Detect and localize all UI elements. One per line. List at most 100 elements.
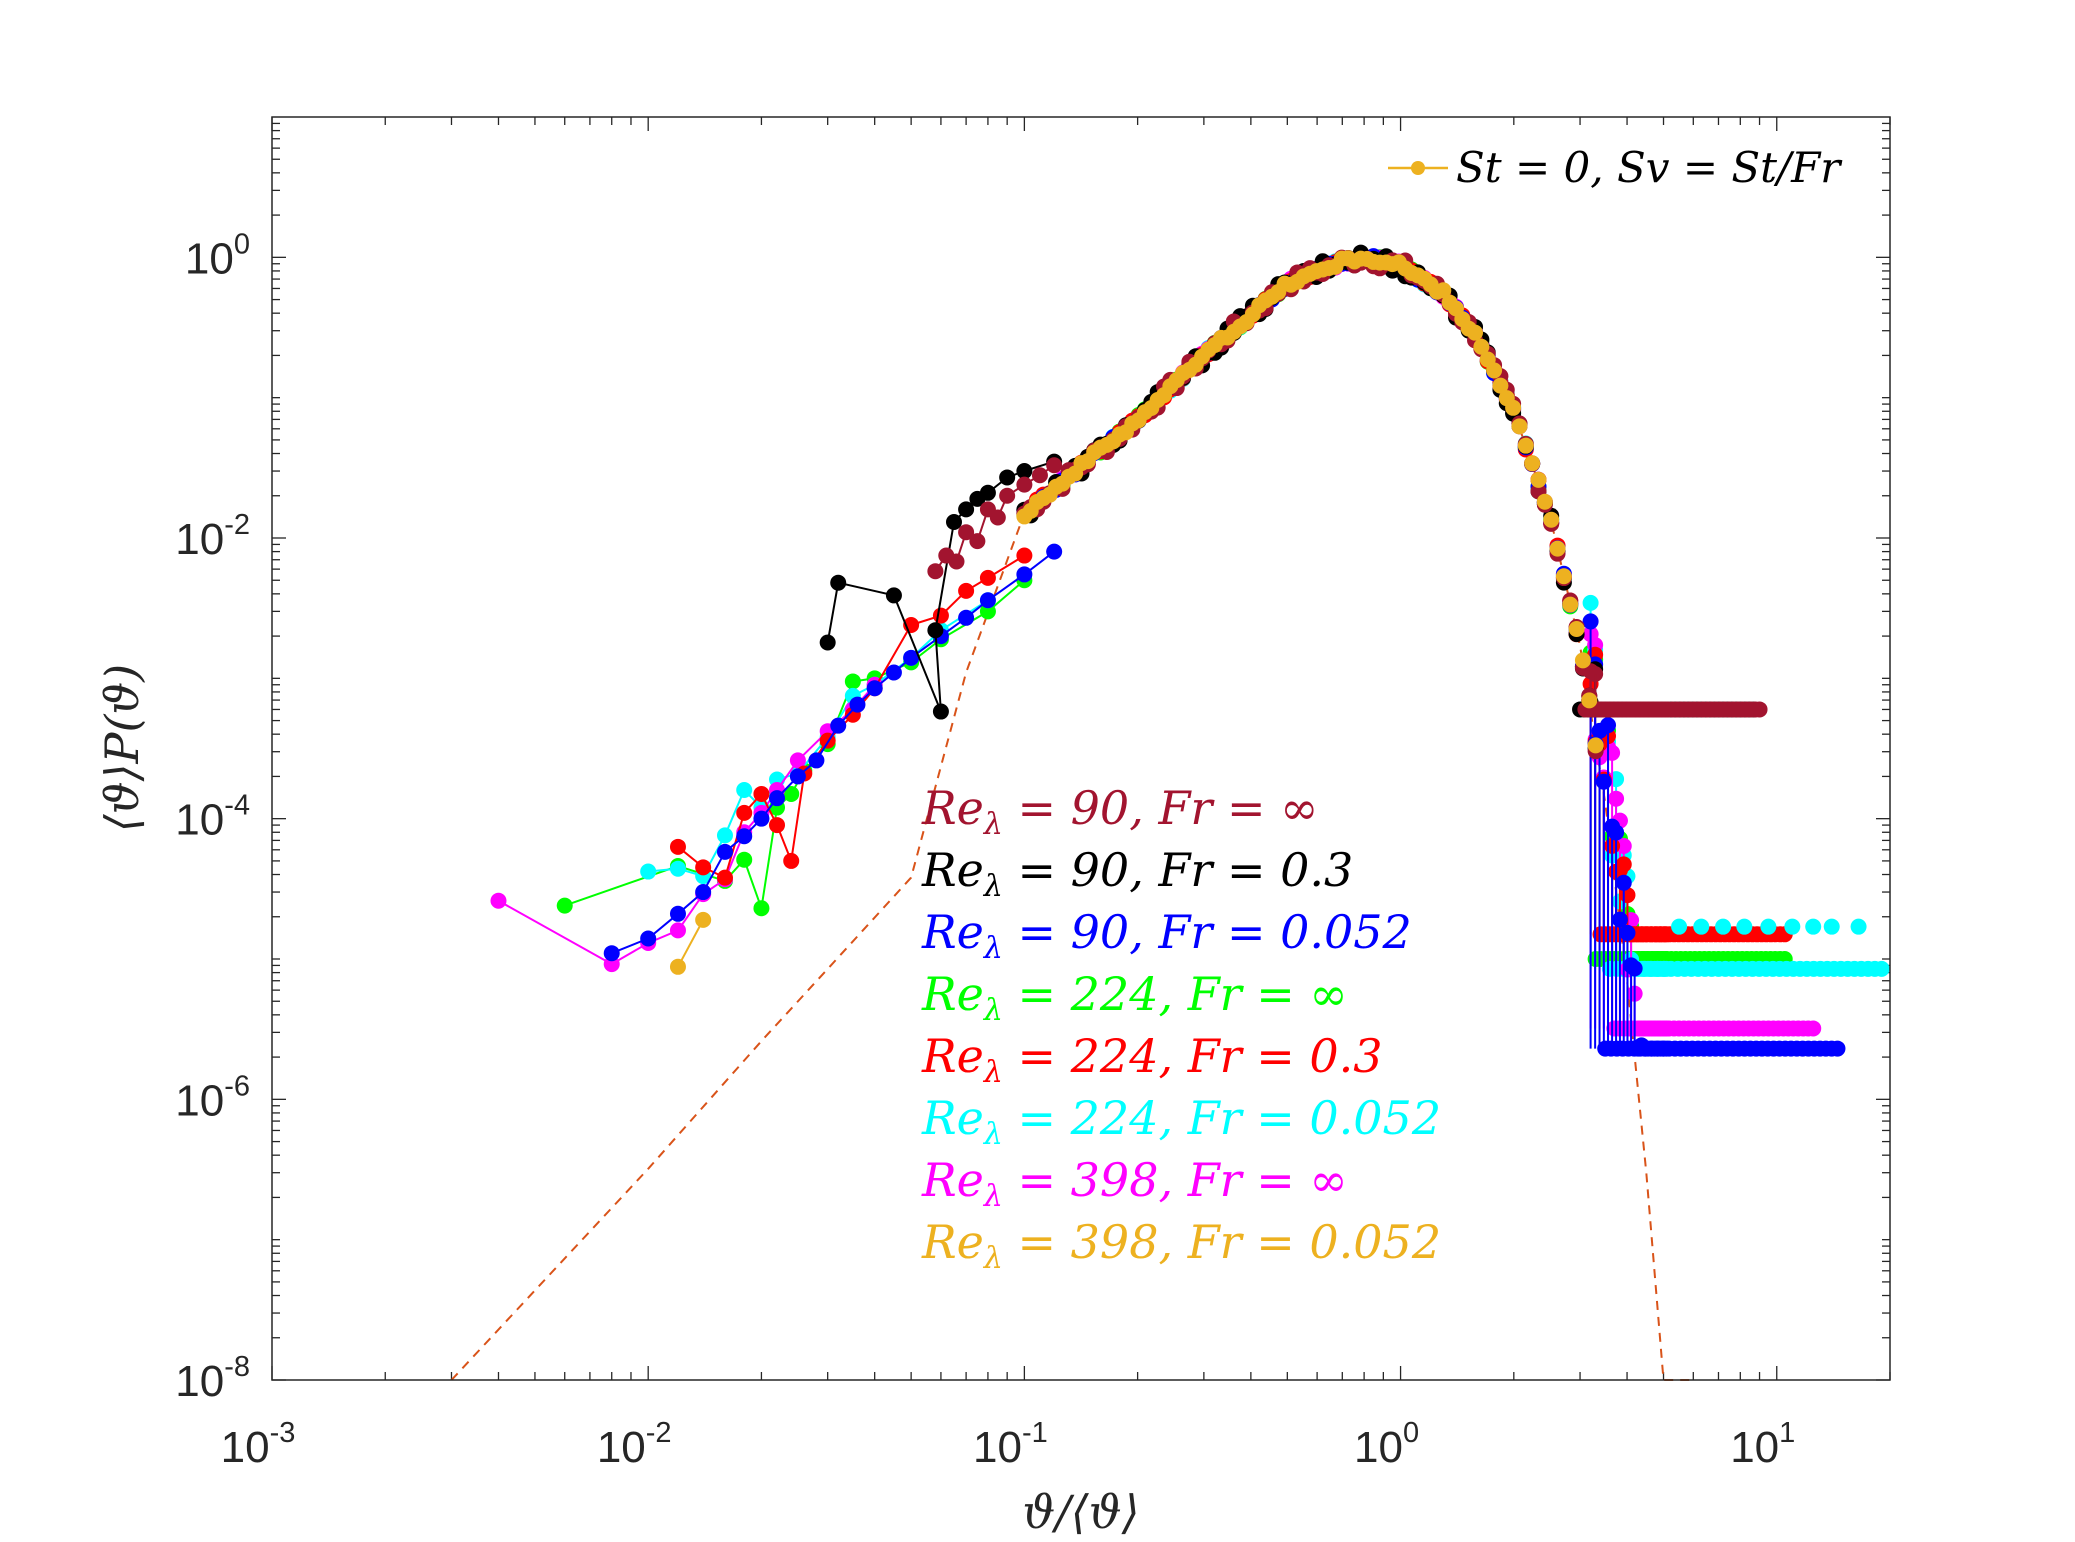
annotation-prefix: Re	[921, 905, 984, 959]
data-point	[1467, 324, 1484, 341]
data-point	[1581, 692, 1598, 709]
annotation-subscript: λ	[983, 1241, 1003, 1276]
data-point	[669, 922, 686, 939]
series-7	[669, 250, 1604, 975]
data-point	[1536, 493, 1553, 510]
data-point	[736, 828, 753, 845]
data-point	[979, 592, 996, 609]
data-point	[669, 905, 686, 922]
data-point	[948, 553, 965, 570]
y-tick-exp: -4	[224, 790, 250, 822]
x-tick-label: 10-1	[973, 1417, 1048, 1472]
annotation-rest: = 224, Fr = 0.052	[1003, 1091, 1441, 1145]
annotation-prefix: Re	[921, 781, 984, 835]
data-point	[830, 574, 847, 591]
data-point	[1549, 540, 1566, 557]
annotation-subscript: λ	[983, 869, 1003, 904]
data-point	[958, 501, 975, 518]
x-tick-label: 100	[1354, 1417, 1419, 1472]
data-point	[789, 752, 806, 769]
data-point	[783, 852, 800, 869]
y-tick-base: 10	[175, 796, 224, 845]
data-point	[979, 569, 996, 586]
annotation-rest: = 224, Fr = 0.3	[1003, 1029, 1383, 1083]
data-point	[958, 609, 975, 626]
y-tick-exp: 0	[234, 228, 250, 260]
data-point	[958, 524, 975, 541]
x-tick-base: 10	[597, 1423, 646, 1472]
data-point	[640, 863, 657, 880]
data-point	[1736, 918, 1753, 935]
data-point	[945, 514, 962, 531]
x-tick-exp: 1	[1779, 1417, 1795, 1449]
data-point	[927, 563, 944, 580]
plot-area	[272, 117, 1890, 1380]
data-point	[695, 859, 712, 876]
data-point	[903, 649, 920, 666]
data-point	[1760, 918, 1777, 935]
data-point	[736, 804, 753, 821]
data-point	[736, 851, 753, 868]
data-point	[866, 680, 883, 697]
y-axis-label: ⟨ϑ⟩P(ϑ)	[95, 664, 149, 833]
data-point	[1562, 596, 1579, 613]
data-point	[989, 509, 1006, 526]
data-point	[1543, 511, 1560, 528]
annotation-subscript: λ	[983, 1179, 1003, 1214]
data-point	[1568, 620, 1585, 637]
series-annotation: Reλ = 398, Fr = 0.052	[921, 1215, 1441, 1276]
data-point	[603, 945, 620, 962]
data-point	[1473, 338, 1490, 355]
data-point	[1016, 463, 1033, 480]
data-point	[969, 533, 986, 550]
data-point	[1517, 437, 1534, 454]
series-annotation: Reλ = 90, Fr = 0.3	[921, 843, 1353, 904]
data-point	[1016, 566, 1033, 583]
data-point	[999, 469, 1016, 486]
data-point	[1693, 918, 1710, 935]
annotation-prefix: Re	[921, 1029, 984, 1083]
data-point	[556, 897, 573, 914]
data-point	[849, 696, 866, 713]
annotation-prefix: Re	[921, 1215, 984, 1269]
data-point	[958, 582, 975, 599]
data-point	[979, 603, 996, 620]
data-point	[669, 958, 686, 975]
data-point	[1505, 399, 1522, 416]
x-tick-label: 101	[1730, 1417, 1795, 1472]
data-point	[669, 838, 686, 855]
data-point	[716, 843, 733, 860]
series-annotation: Reλ = 224, Fr = ∞	[921, 967, 1348, 1028]
series-layer	[490, 244, 1890, 1057]
annotation-prefix: Re	[921, 967, 984, 1021]
y-tick-exp: -2	[224, 509, 250, 541]
x-tick-exp: -1	[1022, 1417, 1048, 1449]
data-point	[1046, 457, 1063, 474]
annotation-rest: = 90, Fr = ∞	[1003, 781, 1319, 835]
data-point	[783, 785, 800, 802]
x-tick-base: 10	[973, 1423, 1022, 1472]
legend-label: St = 0, Sv = St/Fr	[1456, 143, 1843, 192]
data-point	[1016, 476, 1033, 493]
data-point	[753, 785, 770, 802]
data-point	[695, 911, 712, 928]
series-annotation: Reλ = 90, Fr = ∞	[921, 781, 1318, 842]
annotation-subscript: λ	[983, 931, 1003, 966]
data-point	[1486, 362, 1503, 379]
y-tick-exp: -8	[224, 1351, 250, 1383]
x-tick-label: 10-2	[597, 1417, 672, 1472]
y-tick-label: 10-2	[175, 509, 250, 564]
legend-marker	[1411, 161, 1425, 175]
x-tick-exp: 0	[1403, 1417, 1419, 1449]
data-point	[932, 607, 949, 624]
data-point	[1850, 918, 1867, 935]
data-point	[769, 817, 786, 834]
x-tick-labels: 10-3 10-2 10-1 100 101	[221, 1417, 1796, 1472]
data-point	[1511, 418, 1528, 435]
x-tick-base: 10	[221, 1423, 270, 1472]
y-tick-base: 10	[175, 515, 224, 564]
annotation-rest: = 398, Fr = ∞	[1003, 1153, 1348, 1207]
x-axis-label: ϑ/⟨ϑ⟩	[1022, 1485, 1139, 1539]
